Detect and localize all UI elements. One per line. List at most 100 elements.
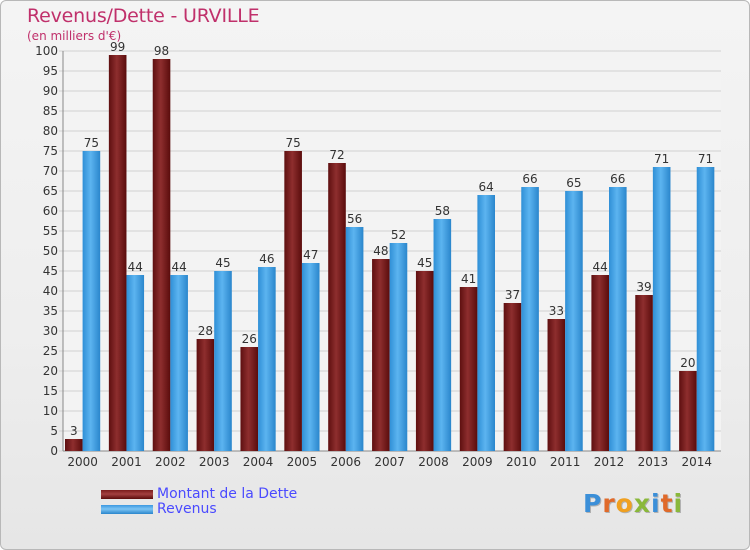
bar-revenus: [565, 191, 583, 451]
y-tick-label: 45: [43, 264, 58, 278]
chart-title: Revenus/Dette - URVILLE: [27, 5, 260, 27]
bar-dette: [547, 319, 566, 451]
y-tick-label: 25: [43, 344, 58, 358]
data-label: 99: [110, 40, 125, 54]
y-tick-label: 15: [43, 384, 58, 398]
x-tick-label: 2000: [67, 455, 98, 469]
y-tick-label: 10: [43, 404, 58, 418]
x-tick-label: 2005: [287, 455, 318, 469]
x-tick-label: 2013: [638, 455, 669, 469]
y-tick-label: 0: [50, 444, 58, 458]
data-label: 26: [242, 332, 257, 346]
x-tick-label: 2012: [594, 455, 625, 469]
data-label: 64: [479, 180, 494, 194]
data-label: 44: [593, 260, 608, 274]
x-tick-label: 2009: [462, 455, 493, 469]
bar-revenus: [301, 263, 320, 451]
legend-label-revenus: Revenus: [157, 501, 217, 517]
y-tick-label: 65: [43, 184, 58, 198]
y-tick-label: 60: [43, 204, 58, 218]
y-tick-label: 75: [43, 144, 58, 158]
data-label: 72: [329, 148, 344, 162]
bar-dette: [635, 295, 653, 451]
bar-revenus: [696, 167, 715, 451]
legend-label-dette: Montant de la Dette: [157, 486, 298, 502]
data-label: 58: [435, 204, 450, 218]
chart-subtitle: (en milliers d'€): [27, 29, 122, 43]
x-tick-label: 2003: [199, 455, 230, 469]
data-label: 56: [347, 212, 362, 226]
y-tick-label: 20: [43, 364, 58, 378]
bar-dette: [415, 271, 434, 451]
data-label: 37: [505, 288, 520, 302]
y-tick-label: 30: [43, 324, 58, 338]
data-label: 75: [84, 136, 99, 150]
bars: [65, 55, 715, 451]
legend-swatch-revenus: [101, 505, 153, 514]
data-label: 46: [259, 252, 274, 266]
bar-revenus: [521, 187, 539, 451]
bar-revenus: [126, 275, 145, 451]
data-label: 33: [549, 304, 564, 318]
data-label: 45: [215, 256, 230, 270]
y-tick-label: 55: [43, 224, 58, 238]
bar-dette: [284, 151, 302, 451]
legend-swatch-dette: [101, 490, 153, 499]
data-label: 41: [461, 272, 476, 286]
data-label: 71: [698, 152, 713, 166]
data-label: 48: [373, 244, 388, 258]
bar-revenus: [477, 195, 495, 451]
y-tick-label: 70: [43, 164, 58, 178]
y-tick-label: 5: [50, 424, 58, 438]
data-label: 47: [303, 248, 318, 262]
x-tick-label: 2004: [243, 455, 274, 469]
x-tick-label: 2007: [374, 455, 405, 469]
bar-revenus: [170, 275, 188, 451]
data-label: 28: [198, 324, 213, 338]
data-label: 66: [522, 172, 537, 186]
bar-revenus: [652, 167, 671, 451]
data-label: 66: [610, 172, 625, 186]
x-tick-label: 2011: [550, 455, 581, 469]
bar-revenus: [258, 267, 276, 451]
bar-dette: [503, 303, 522, 451]
bar-dette: [679, 371, 697, 451]
bar-dette: [152, 59, 171, 451]
bar-dette: [108, 55, 127, 451]
data-label: 3: [70, 424, 78, 438]
bar-dette: [196, 339, 215, 451]
data-label: 45: [417, 256, 432, 270]
bar-revenus: [433, 219, 452, 451]
data-label: 39: [636, 280, 651, 294]
bar-dette: [65, 439, 83, 451]
data-label: 75: [285, 136, 300, 150]
data-label: 98: [154, 44, 169, 58]
y-tick-label: 50: [43, 244, 58, 258]
data-label: 52: [391, 228, 406, 242]
y-tick-label: 85: [43, 104, 58, 118]
bar-dette: [459, 287, 478, 451]
x-tick-label: 2001: [111, 455, 142, 469]
data-label: 44: [128, 260, 143, 274]
bar-revenus: [214, 271, 232, 451]
x-tick-label: 2014: [681, 455, 712, 469]
x-tick-label: 2010: [506, 455, 537, 469]
data-labels: 3 99 98 28 26 75 72 48 45 41 37 33 44 39 20 75 44 44 45 46 4…: [70, 40, 713, 438]
y-tick-label: 95: [43, 64, 58, 78]
bar-revenus: [82, 151, 101, 451]
bar-revenus: [389, 243, 408, 451]
bar-dette: [328, 163, 346, 451]
bar-dette: [591, 275, 609, 451]
bar-dette: [240, 347, 259, 451]
x-tick-label: 2006: [331, 455, 362, 469]
bar-revenus: [345, 227, 364, 451]
data-label: 44: [171, 260, 186, 274]
y-tick-label: 90: [43, 84, 58, 98]
y-tick-label: 100: [35, 44, 58, 58]
y-tick-label: 80: [43, 124, 58, 138]
bar-revenus: [609, 187, 627, 451]
y-tick-label: 35: [43, 304, 58, 318]
x-tick-label: 2008: [418, 455, 449, 469]
